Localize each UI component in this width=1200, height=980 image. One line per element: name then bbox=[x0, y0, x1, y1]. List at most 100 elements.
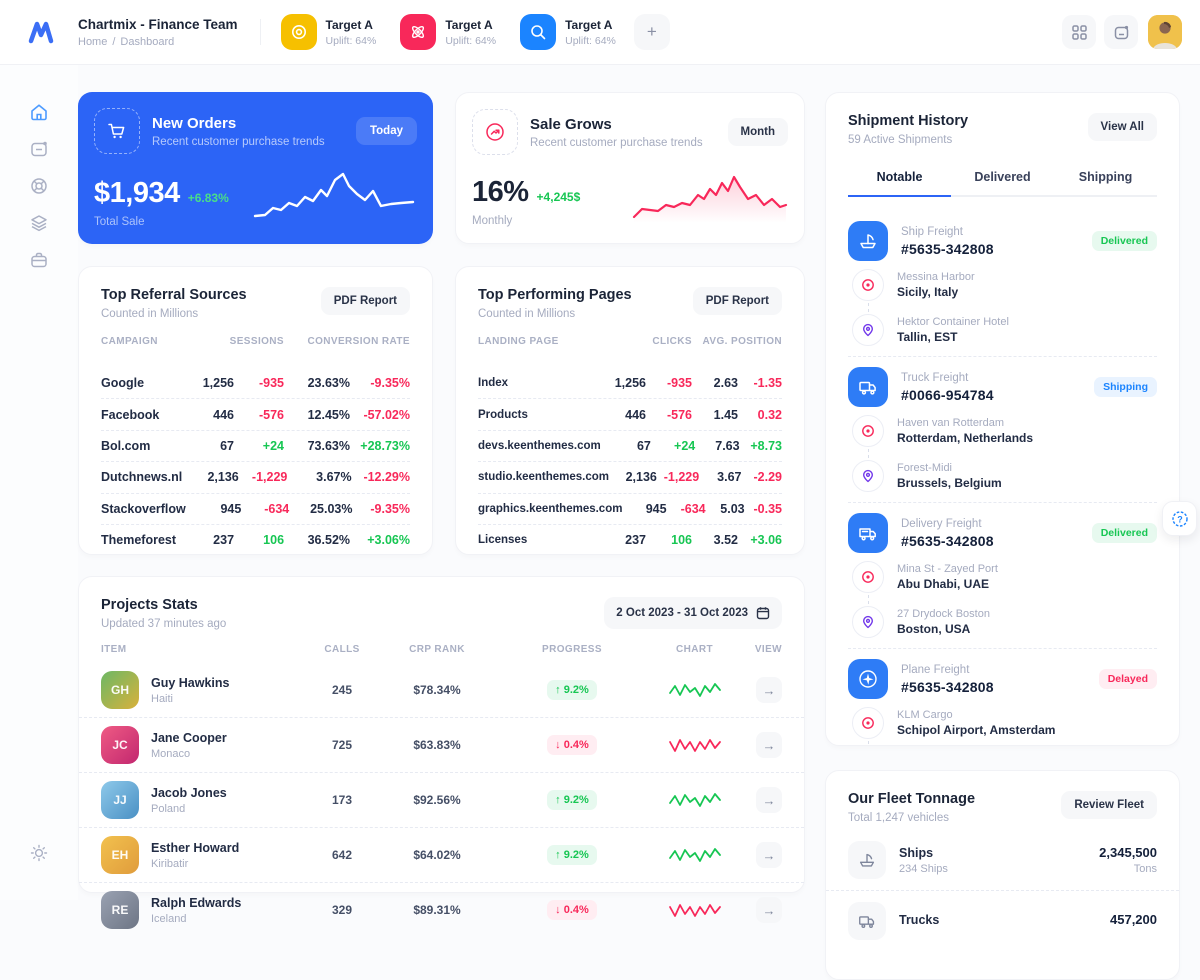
fleet-row: Trucks 457,200 bbox=[826, 890, 1179, 951]
view-row-button[interactable]: → bbox=[756, 732, 782, 758]
conversion-value: 12.45% bbox=[307, 407, 350, 422]
member-avatar: EH bbox=[101, 836, 139, 874]
target-chip-label: Target A bbox=[565, 17, 613, 32]
origin-icon bbox=[852, 269, 884, 301]
route-connector bbox=[868, 449, 869, 458]
sidebar-item-messages[interactable] bbox=[0, 130, 78, 167]
calls-value: 245 bbox=[331, 683, 353, 697]
fleet-subtitle: Total 1,247 vehicles bbox=[848, 812, 950, 824]
origin-place: Rotterdam, Netherlands bbox=[897, 431, 1034, 445]
sessions-value: 67 bbox=[220, 438, 234, 453]
sale-grows-subtitle: Recent customer purchase trends bbox=[530, 136, 703, 149]
calls-value: 329 bbox=[331, 903, 353, 917]
target-chip-uplift: Uplift: 64% bbox=[565, 34, 616, 47]
progress-cell: ↑ 9.2% bbox=[497, 845, 647, 865]
target-chip-uplift: Uplift: 64% bbox=[445, 34, 497, 47]
member-name: Ralph Edwards bbox=[151, 895, 242, 910]
campaign-name: Bol.com bbox=[101, 438, 151, 453]
target-chip[interactable]: Target A Uplift: 64% bbox=[396, 10, 506, 54]
new-orders-caption: Total Sale bbox=[94, 216, 145, 228]
referral-row: Stackoverflow 945 -634 25.03% -9.35% bbox=[101, 492, 410, 524]
referral-row: Bol.com 67 +24 73.63% +28.73% bbox=[101, 429, 410, 461]
conversion-delta: -9.35% bbox=[370, 501, 410, 516]
sidebar-item-support[interactable] bbox=[0, 167, 78, 204]
apps-grid-button[interactable] bbox=[1062, 15, 1096, 49]
fleet-title: Our Fleet Tonnage bbox=[848, 791, 976, 807]
add-target-button[interactable]: + bbox=[633, 14, 670, 50]
freight-type: Plane Freight bbox=[901, 663, 970, 676]
sessions-value: 2,136 bbox=[207, 470, 239, 485]
progress-cell: ↑ 9.2% bbox=[497, 680, 647, 700]
sale-grows-range-button[interactable]: Month bbox=[727, 118, 788, 146]
sidebar-item-home[interactable] bbox=[0, 93, 78, 130]
view-row-button[interactable]: → bbox=[756, 787, 782, 813]
view-row-button[interactable]: → bbox=[756, 842, 782, 868]
member-name: Guy Hawkins bbox=[151, 675, 230, 690]
landing-page-name: Licenses bbox=[478, 534, 528, 547]
sidebar-item-projects[interactable] bbox=[0, 241, 78, 278]
referral-row: Facebook 446 -576 12.45% -57.02% bbox=[101, 398, 410, 429]
fleet-tonnage-value: 2,345,500 bbox=[1099, 845, 1157, 860]
sessions-delta: -634 bbox=[264, 501, 290, 516]
freight-icon bbox=[848, 659, 888, 699]
shipment-item: Ship Freight #5635-342808 Delivered Mess… bbox=[848, 211, 1157, 356]
progress-badge: ↑ 9.2% bbox=[547, 790, 597, 810]
origin-icon bbox=[852, 707, 884, 739]
new-orders-range-button[interactable]: Today bbox=[355, 117, 417, 145]
position-value: 5.03 bbox=[720, 501, 745, 516]
shipments-tab[interactable]: Delivered bbox=[951, 160, 1054, 197]
sessions-value: 446 bbox=[213, 407, 234, 422]
progress-badge: ↓ 0.4% bbox=[547, 735, 597, 755]
route-connector bbox=[868, 303, 869, 312]
origin-name: Mina St - Zayed Port bbox=[897, 563, 998, 575]
freight-icon bbox=[848, 367, 888, 407]
route-connector bbox=[868, 595, 869, 604]
destination-name: Forest-Midi bbox=[897, 462, 953, 474]
view-all-button[interactable]: View All bbox=[1087, 113, 1157, 141]
shipments-tab[interactable]: Notable bbox=[848, 160, 951, 197]
referral-subtitle: Counted in Millions bbox=[101, 308, 199, 320]
view-row-button[interactable]: → bbox=[756, 677, 782, 703]
campaign-name: Facebook bbox=[101, 407, 160, 422]
conversion-delta: -57.02% bbox=[363, 407, 410, 422]
view-row-button[interactable]: → bbox=[756, 897, 782, 923]
review-fleet-button[interactable]: Review Fleet bbox=[1061, 791, 1157, 819]
freight-number: #5635-342808 bbox=[901, 678, 994, 695]
header-divider bbox=[259, 19, 261, 45]
fleet-vehicle-name: Ships bbox=[899, 845, 934, 860]
breadcrumb: Home / Dashboard bbox=[78, 36, 238, 48]
fleet-vehicle-count: 234 Ships bbox=[899, 862, 948, 875]
fleet-list: Ships 234 Ships 2,345,500 Tons bbox=[826, 830, 1179, 951]
shipment-item: Truck Freight #0066-954784 Shipping Have… bbox=[848, 356, 1157, 502]
sidebar-theme-toggle[interactable] bbox=[0, 834, 78, 872]
target-chip[interactable]: Target A Uplift: 64% bbox=[277, 10, 387, 54]
pages-row: Products 446 -576 1.45 0.32 bbox=[478, 398, 782, 429]
breadcrumb-current: Dashboard bbox=[120, 35, 175, 48]
freight-number: #0066-954784 bbox=[901, 386, 994, 403]
sale-grows-value: 16% bbox=[472, 176, 529, 208]
new-orders-card: New Orders Recent customer purchase tren… bbox=[78, 92, 433, 244]
date-range-button[interactable]: 2 Oct 2023 - 31 Oct 2023 bbox=[604, 597, 782, 629]
breadcrumb-home[interactable]: Home bbox=[78, 35, 108, 48]
conversion-value: 73.63% bbox=[307, 438, 350, 453]
lifebuoy-icon bbox=[31, 177, 47, 194]
origin-name: KLM Cargo bbox=[897, 709, 953, 721]
projects-stats-card: Projects Stats Updated 37 minutes ago 2 … bbox=[78, 576, 805, 929]
notifications-button[interactable] bbox=[1104, 15, 1138, 49]
pages-pdf-report-button[interactable]: PDF Report bbox=[692, 287, 782, 315]
target-chip-icon bbox=[520, 14, 557, 50]
user-avatar[interactable] bbox=[1148, 15, 1182, 49]
clicks-delta: +24 bbox=[674, 438, 696, 453]
shipments-subtitle: 59 Active Shipments bbox=[848, 134, 953, 146]
position-delta: -1.35 bbox=[753, 375, 783, 390]
shipment-item: Plane Freight #5635-342808 Delayed KLM C… bbox=[848, 648, 1157, 745]
sale-grows-caption: Monthly bbox=[472, 215, 513, 227]
sidebar-item-layers[interactable] bbox=[0, 204, 78, 241]
pages-row: studio.keenthemes.com 2,136 -1,229 3.67 … bbox=[478, 461, 782, 492]
target-chip[interactable]: Target A Uplift: 64% bbox=[516, 10, 626, 54]
help-fab-button[interactable]: ? bbox=[1162, 501, 1197, 536]
referral-pdf-report-button[interactable]: PDF Report bbox=[320, 287, 410, 315]
projects-col-view: VIEW bbox=[754, 644, 782, 655]
pages-row: devs.keenthemes.com 67 +24 7.63 +8.73 bbox=[478, 429, 782, 461]
shipments-tab[interactable]: Shipping bbox=[1054, 160, 1157, 197]
